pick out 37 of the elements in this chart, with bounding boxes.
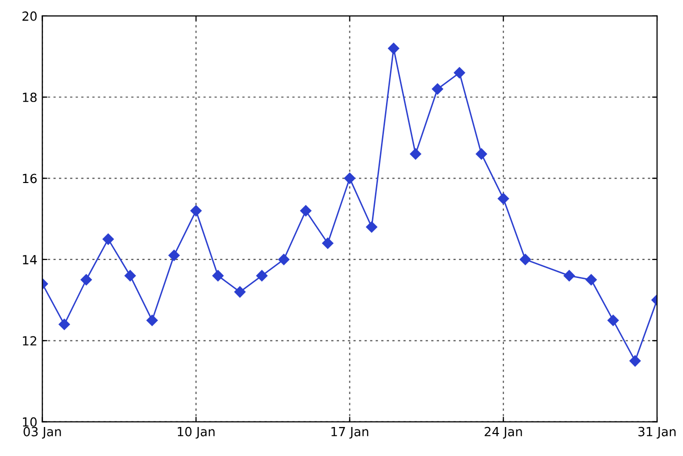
y-tick-label: 12: [22, 336, 36, 346]
x-tick-label: 17 Jan: [331, 427, 368, 439]
y-tick-label: 18: [22, 92, 37, 102]
point: [190, 205, 202, 216]
point: [234, 286, 246, 298]
point: [344, 172, 356, 184]
point: [564, 270, 575, 282]
point: [124, 270, 136, 282]
point: [454, 67, 466, 78]
point: [80, 274, 92, 286]
point: [146, 314, 158, 326]
y-tick-label: 10: [22, 417, 37, 427]
point: [168, 250, 180, 262]
point: [520, 254, 531, 266]
point: [102, 234, 114, 245]
point: [366, 221, 378, 233]
y-tick-label: 16: [22, 174, 37, 184]
point: [608, 314, 619, 326]
y-tick-label: 20: [22, 11, 37, 21]
point: [278, 254, 290, 266]
y-tick-label: 14: [22, 255, 37, 264]
point: [432, 83, 444, 95]
x-tick-label: 10 Jan: [178, 426, 215, 439]
x-tick-label: 31 Jan: [638, 426, 676, 439]
point: [300, 205, 312, 216]
point: [629, 355, 641, 367]
point: [586, 274, 597, 286]
point: [322, 238, 334, 249]
x-tick-label: 24 Jan: [484, 426, 522, 439]
point: [410, 148, 422, 160]
point: [256, 270, 268, 282]
point: [498, 192, 509, 204]
point: [212, 270, 224, 282]
point: [58, 318, 70, 330]
point: [476, 148, 488, 160]
x-tick-label: 03 Jan: [24, 426, 61, 439]
point: [388, 42, 400, 54]
